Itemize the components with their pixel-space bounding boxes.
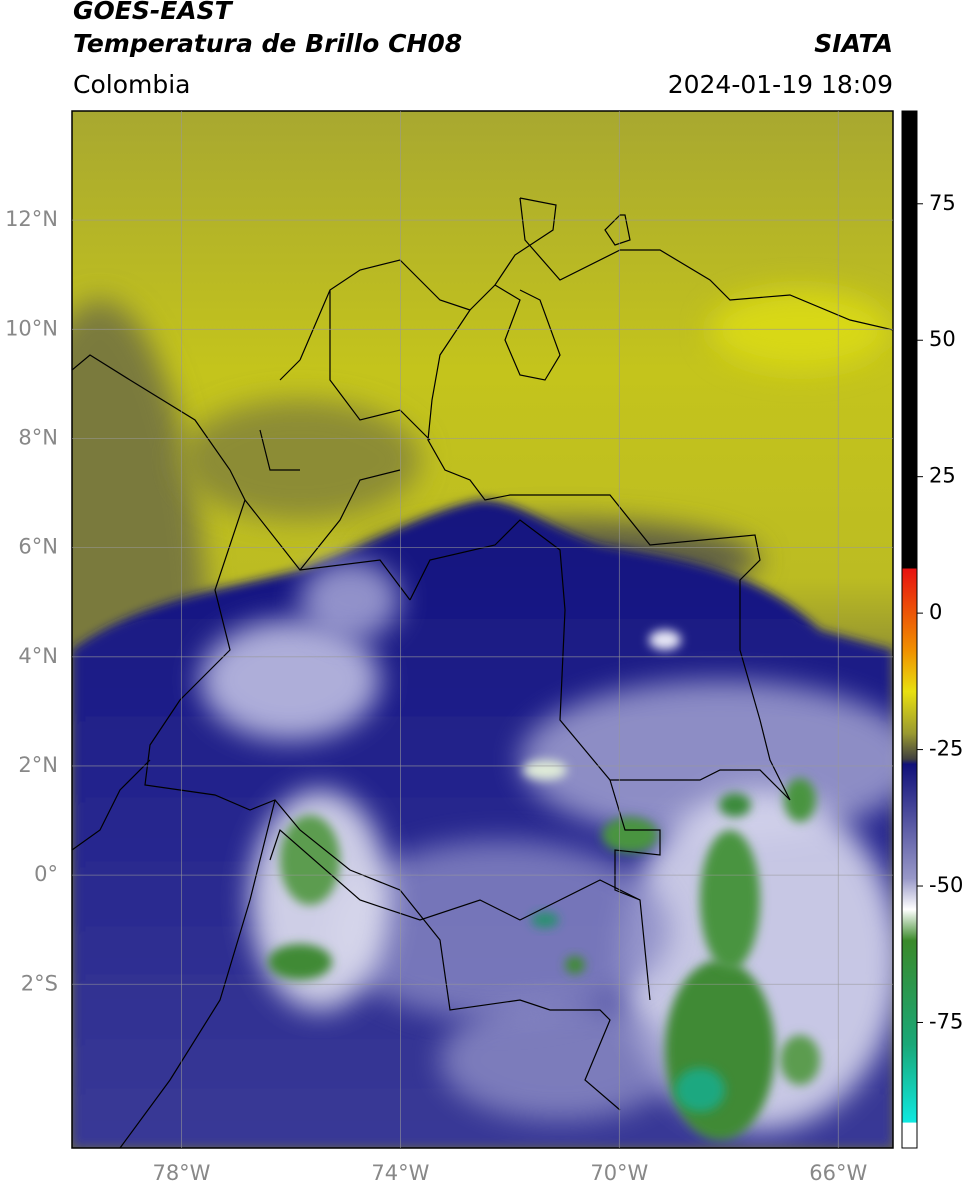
colorbar-tick-label: -50: [929, 873, 963, 897]
y-tick-label: 2°N: [18, 753, 58, 777]
satellite-image: [72, 111, 893, 1148]
y-tick-label: 10°N: [5, 316, 58, 340]
x-tick-label: 70°W: [590, 1161, 648, 1185]
colorbar-tick-label: -75: [929, 1009, 963, 1033]
y-tick-label: 4°N: [18, 644, 58, 668]
y-tick-label: 2°S: [21, 971, 58, 995]
colorbar-tick-label: -25: [929, 737, 963, 761]
x-tick-label: 74°W: [371, 1161, 429, 1185]
x-tick-label: 66°W: [809, 1161, 867, 1185]
y-tick-label: 0°: [34, 862, 58, 886]
source: SIATA: [814, 29, 893, 58]
y-tick-label: 8°N: [18, 425, 58, 449]
map-frame: [71, 110, 894, 1149]
x-tick-label: 78°W: [152, 1161, 210, 1185]
colorbar-tick-label: 25: [929, 464, 956, 488]
y-tick-label: 6°N: [18, 535, 58, 559]
y-tick-label: 12°N: [5, 207, 58, 231]
colorbar-tick-label: 0: [929, 600, 942, 624]
colorbar-tick-label: 75: [929, 191, 956, 215]
title: GOES-EAST: [73, 0, 234, 25]
colorbar: [901, 110, 918, 1149]
subtitle: Temperatura de Brillo CH08: [73, 29, 462, 58]
colorbar-tick-label: 50: [929, 327, 956, 351]
datetime: 2024-01-19 18:09: [668, 70, 893, 99]
region: Colombia: [73, 70, 190, 99]
